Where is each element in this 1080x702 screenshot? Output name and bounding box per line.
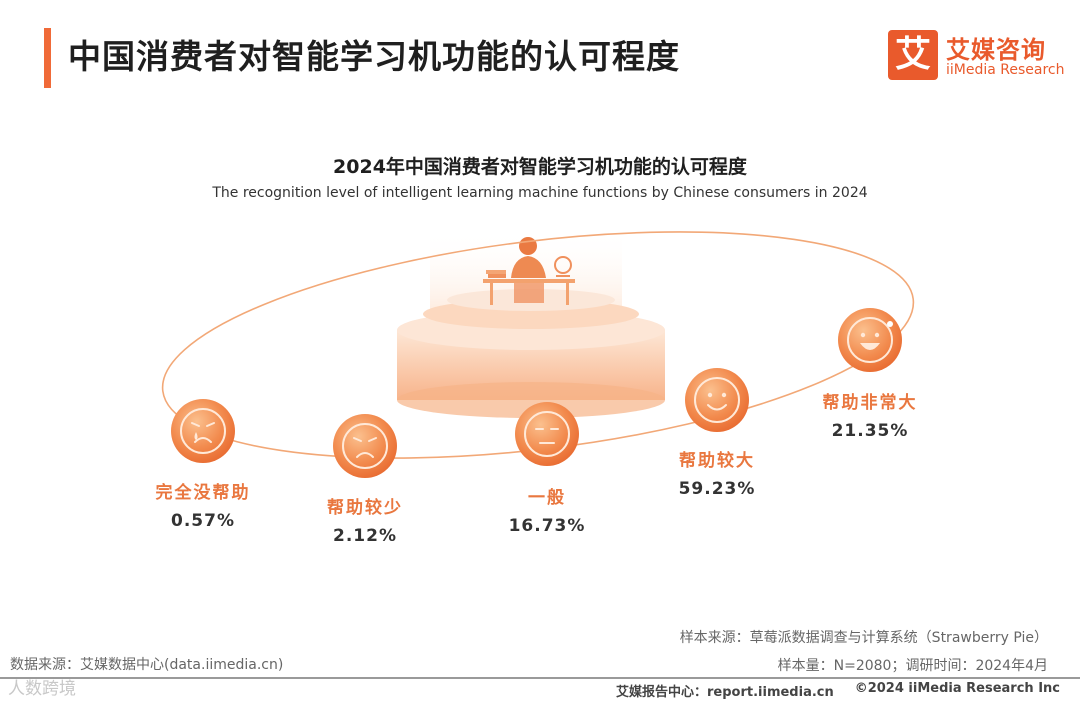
category-label-1: 帮助较少 bbox=[327, 498, 403, 518]
face-laugh-icon bbox=[838, 308, 902, 372]
face-neutral-icon bbox=[515, 402, 579, 466]
face-markers bbox=[171, 308, 902, 478]
logo-mark-icon: 艾 bbox=[888, 30, 938, 80]
podium-illustration bbox=[397, 230, 665, 418]
sample-source: 样本来源：草莓派数据调查与计算系统（Strawberry Pie） bbox=[679, 630, 1048, 646]
title-accent-bar bbox=[44, 28, 51, 88]
face-smile-icon bbox=[685, 368, 749, 432]
value-label-0: 0.57% bbox=[171, 511, 235, 531]
report-center: 艾媒报告中心：report.iimedia.cn bbox=[616, 685, 834, 700]
category-label-2: 一般 bbox=[528, 488, 566, 508]
copyright: ©2024 iiMedia Research Inc bbox=[854, 681, 1060, 696]
category-label-4: 帮助非常大 bbox=[822, 393, 918, 413]
chart-subtitle: The recognition level of intelligent lea… bbox=[212, 185, 868, 201]
logo-english-name: iiMedia Research bbox=[946, 62, 1065, 78]
category-label-3: 帮助较大 bbox=[679, 451, 755, 471]
value-label-4: 21.35% bbox=[831, 421, 909, 441]
chart-title: 2024年中国消费者对智能学习机功能的认可程度 bbox=[333, 156, 747, 178]
watermark-text: 人数跨境 bbox=[8, 679, 76, 699]
face-sad-icon bbox=[333, 414, 397, 478]
value-label-3: 59.23% bbox=[678, 479, 756, 499]
brand-logo: 艾 艾媒咨询 iiMedia Research bbox=[888, 30, 1068, 82]
footer-divider bbox=[0, 677, 1080, 679]
page-title: 中国消费者对智能学习机功能的认可程度 bbox=[68, 37, 680, 76]
value-label-1: 2.12% bbox=[333, 526, 397, 546]
sample-info: 样本量：N=2080；调研时间：2024年4月 bbox=[777, 658, 1048, 674]
data-source: 数据来源：艾媒数据中心(data.iimedia.cn) bbox=[10, 657, 284, 673]
logo-chinese-name: 艾媒咨询 bbox=[946, 36, 1046, 64]
value-label-2: 16.73% bbox=[508, 516, 586, 536]
face-crying-icon bbox=[171, 399, 235, 463]
category-label-0: 完全没帮助 bbox=[155, 483, 251, 503]
